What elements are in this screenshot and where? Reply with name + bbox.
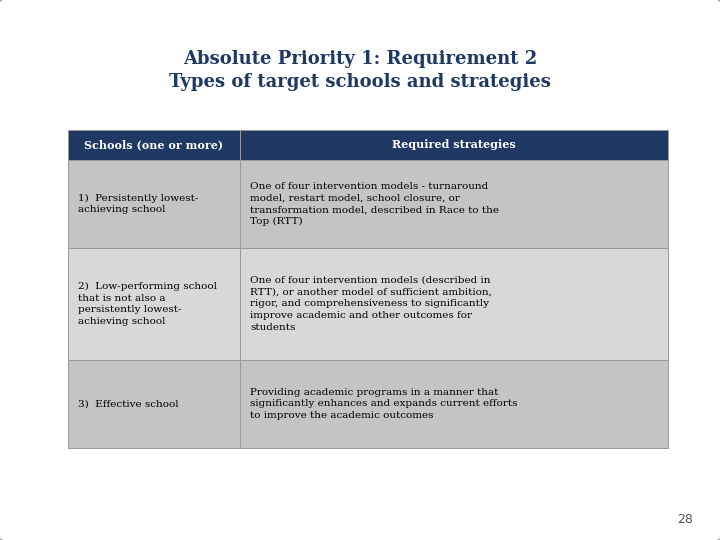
Bar <box>240 248 668 360</box>
Bar <box>240 160 668 248</box>
Text: One of four intervention models (described in
RTT), or another model of sufficie: One of four intervention models (describ… <box>250 276 492 332</box>
Text: Schools (one or more): Schools (one or more) <box>84 139 223 151</box>
Bar <box>240 130 668 160</box>
Text: 3)  Effective school: 3) Effective school <box>78 400 179 408</box>
Text: Providing academic programs in a manner that
significantly enhances and expands : Providing academic programs in a manner … <box>250 388 518 420</box>
Bar <box>68 360 240 448</box>
Bar <box>240 360 668 448</box>
Text: Required strategies: Required strategies <box>392 139 516 151</box>
Bar <box>68 160 240 248</box>
Text: 28: 28 <box>677 513 693 526</box>
Bar <box>68 248 240 360</box>
Text: One of four intervention models - turnaround
model, restart model, school closur: One of four intervention models - turnar… <box>250 182 499 226</box>
Bar <box>68 130 240 160</box>
Text: 2)  Low-performing school
that is not also a
persistently lowest-
achieving scho: 2) Low-performing school that is not als… <box>78 282 217 326</box>
Text: Absolute Priority 1: Requirement 2
Types of target schools and strategies: Absolute Priority 1: Requirement 2 Types… <box>169 50 551 91</box>
Text: 1)  Persistently lowest-
achieving school: 1) Persistently lowest- achieving school <box>78 193 199 214</box>
